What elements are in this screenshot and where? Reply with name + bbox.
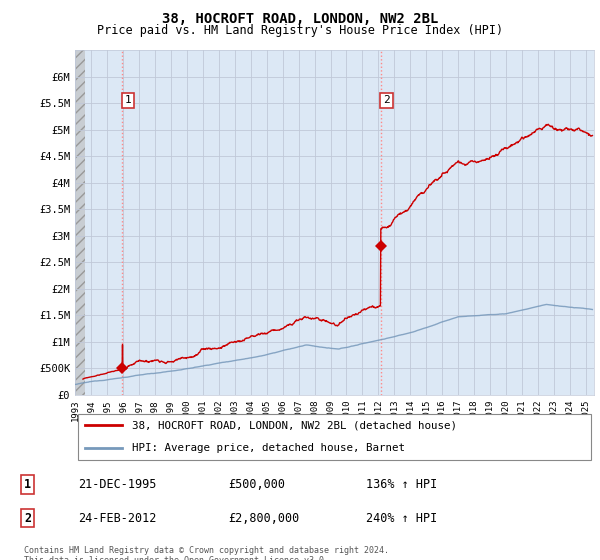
Text: Price paid vs. HM Land Registry's House Price Index (HPI): Price paid vs. HM Land Registry's House … <box>97 24 503 36</box>
Text: 21-DEC-1995: 21-DEC-1995 <box>78 478 157 491</box>
Text: 240% ↑ HPI: 240% ↑ HPI <box>366 511 437 525</box>
Text: 1: 1 <box>125 95 131 105</box>
Text: 2: 2 <box>24 511 31 525</box>
Text: 2: 2 <box>383 95 390 105</box>
Text: £500,000: £500,000 <box>228 478 285 491</box>
Text: £2,800,000: £2,800,000 <box>228 511 299 525</box>
Text: 24-FEB-2012: 24-FEB-2012 <box>78 511 157 525</box>
Text: Contains HM Land Registry data © Crown copyright and database right 2024.
This d: Contains HM Land Registry data © Crown c… <box>24 546 389 560</box>
Text: 38, HOCROFT ROAD, LONDON, NW2 2BL: 38, HOCROFT ROAD, LONDON, NW2 2BL <box>162 12 438 26</box>
FancyBboxPatch shape <box>77 414 592 460</box>
Text: 1: 1 <box>24 478 31 491</box>
Text: HPI: Average price, detached house, Barnet: HPI: Average price, detached house, Barn… <box>132 444 405 454</box>
Text: 136% ↑ HPI: 136% ↑ HPI <box>366 478 437 491</box>
Text: 38, HOCROFT ROAD, LONDON, NW2 2BL (detached house): 38, HOCROFT ROAD, LONDON, NW2 2BL (detac… <box>132 420 457 430</box>
